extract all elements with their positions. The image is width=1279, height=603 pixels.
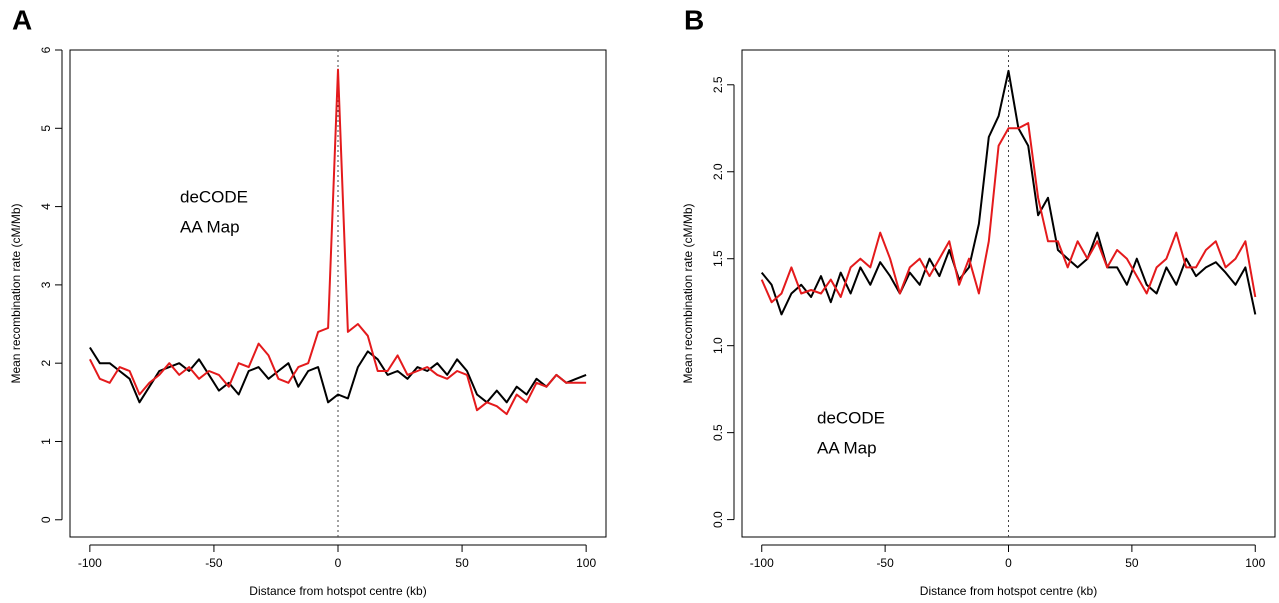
y-tick-label: 1.5 <box>711 250 725 267</box>
legend-entry: deCODE <box>180 187 248 206</box>
x-tick-label: 50 <box>455 556 469 570</box>
y-tick-label: 0.0 <box>711 511 725 528</box>
y-tick-label: 2 <box>39 360 53 367</box>
x-tick-label: 0 <box>1005 556 1012 570</box>
y-tick-label: 0 <box>39 516 53 523</box>
x-tick-label: -50 <box>205 556 223 570</box>
x-tick-label: -50 <box>876 556 894 570</box>
y-tick-label: 0.5 <box>711 424 725 441</box>
x-axis-label: Distance from hotspot centre (kb) <box>249 584 426 598</box>
legend-entry: AA Map <box>817 438 877 457</box>
series-line <box>760 122 1257 304</box>
x-tick-label: -100 <box>78 556 102 570</box>
panel-label: A <box>12 4 32 35</box>
y-tick-label: 5 <box>39 125 53 132</box>
plot-frame <box>69 49 607 538</box>
y-tick-label: 4 <box>39 203 53 210</box>
series-line <box>760 69 1257 316</box>
x-tick-label: 100 <box>576 556 596 570</box>
y-tick-label: 2.0 <box>711 163 725 180</box>
y-axis-label: Mean recombination rate (cM/Mb) <box>9 203 23 383</box>
y-tick-label: 3 <box>39 281 53 288</box>
x-tick-label: 0 <box>335 556 342 570</box>
x-axis-label: Distance from hotspot centre (kb) <box>920 584 1097 598</box>
y-tick-label: 2.5 <box>711 76 725 93</box>
x-tick-label: 100 <box>1245 556 1265 570</box>
y-tick-label: 6 <box>39 46 53 53</box>
y-tick-label: 1 <box>39 438 53 445</box>
legend-entry: deCODE <box>817 408 885 427</box>
y-axis-label: Mean recombination rate (cM/Mb) <box>681 203 695 383</box>
panel-label: B <box>684 4 704 35</box>
x-tick-label: -100 <box>750 556 774 570</box>
x-tick-label: 50 <box>1125 556 1139 570</box>
legend-entry: AA Map <box>180 217 240 236</box>
y-tick-label: 1.0 <box>711 337 725 354</box>
series-line <box>89 68 587 416</box>
